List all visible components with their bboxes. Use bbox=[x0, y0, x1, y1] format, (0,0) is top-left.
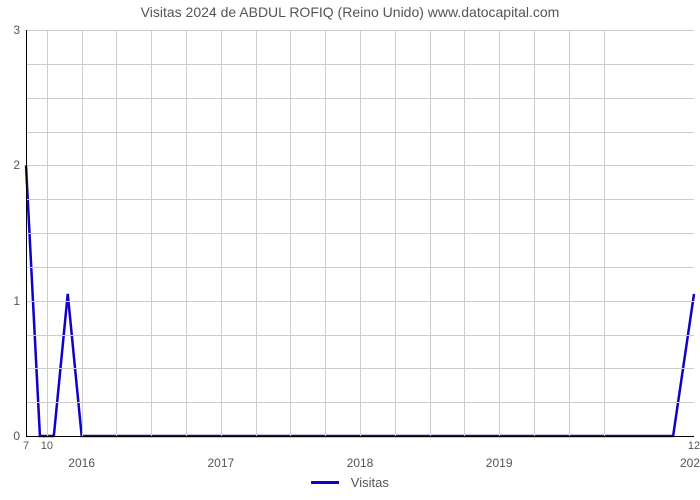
plot-area: 0123201620172018201920271012 bbox=[26, 30, 694, 436]
x-tick-label: 2016 bbox=[68, 456, 95, 470]
gridline-vertical-minor bbox=[151, 30, 152, 436]
gridline-vertical-minor bbox=[116, 30, 117, 436]
gridline-vertical bbox=[221, 30, 222, 436]
y-tick-label: 0 bbox=[13, 429, 20, 443]
gridline-vertical-minor bbox=[290, 30, 291, 436]
x-tick-label: 2017 bbox=[207, 456, 234, 470]
gridline-vertical-minor bbox=[430, 30, 431, 436]
gridline-vertical-minor bbox=[256, 30, 257, 436]
gridline-vertical-minor bbox=[534, 30, 535, 436]
chart-title: Visitas 2024 de ABDUL ROFIQ (Reino Unido… bbox=[0, 4, 700, 20]
x-secondary-label: 12 bbox=[688, 440, 700, 452]
legend: Visitas bbox=[0, 474, 700, 490]
x-tick-label-edge: 202 bbox=[680, 456, 700, 470]
y-tick-label: 2 bbox=[13, 158, 20, 172]
gridline-vertical-minor bbox=[395, 30, 396, 436]
gridline-vertical-minor bbox=[325, 30, 326, 436]
gridline-vertical-minor bbox=[186, 30, 187, 436]
gridline-vertical-minor bbox=[604, 30, 605, 436]
x-axis-line bbox=[26, 436, 694, 437]
gridline-vertical bbox=[499, 30, 500, 436]
legend-label: Visitas bbox=[351, 475, 389, 490]
legend-swatch bbox=[311, 481, 339, 484]
gridline-vertical-minor bbox=[569, 30, 570, 436]
y-tick-label: 3 bbox=[13, 23, 20, 37]
x-tick-label: 2019 bbox=[486, 456, 513, 470]
y-tick-label: 1 bbox=[13, 294, 20, 308]
x-secondary-label: 7 bbox=[23, 440, 29, 452]
x-tick-label: 2018 bbox=[347, 456, 374, 470]
visits-line-chart: Visitas 2024 de ABDUL ROFIQ (Reino Unido… bbox=[0, 0, 700, 500]
y-axis-line bbox=[26, 30, 27, 436]
gridline-vertical bbox=[360, 30, 361, 436]
gridline-vertical bbox=[82, 30, 83, 436]
gridline-vertical-minor bbox=[464, 30, 465, 436]
x-secondary-label: 10 bbox=[41, 440, 53, 452]
gridline-vertical-minor bbox=[47, 30, 48, 436]
